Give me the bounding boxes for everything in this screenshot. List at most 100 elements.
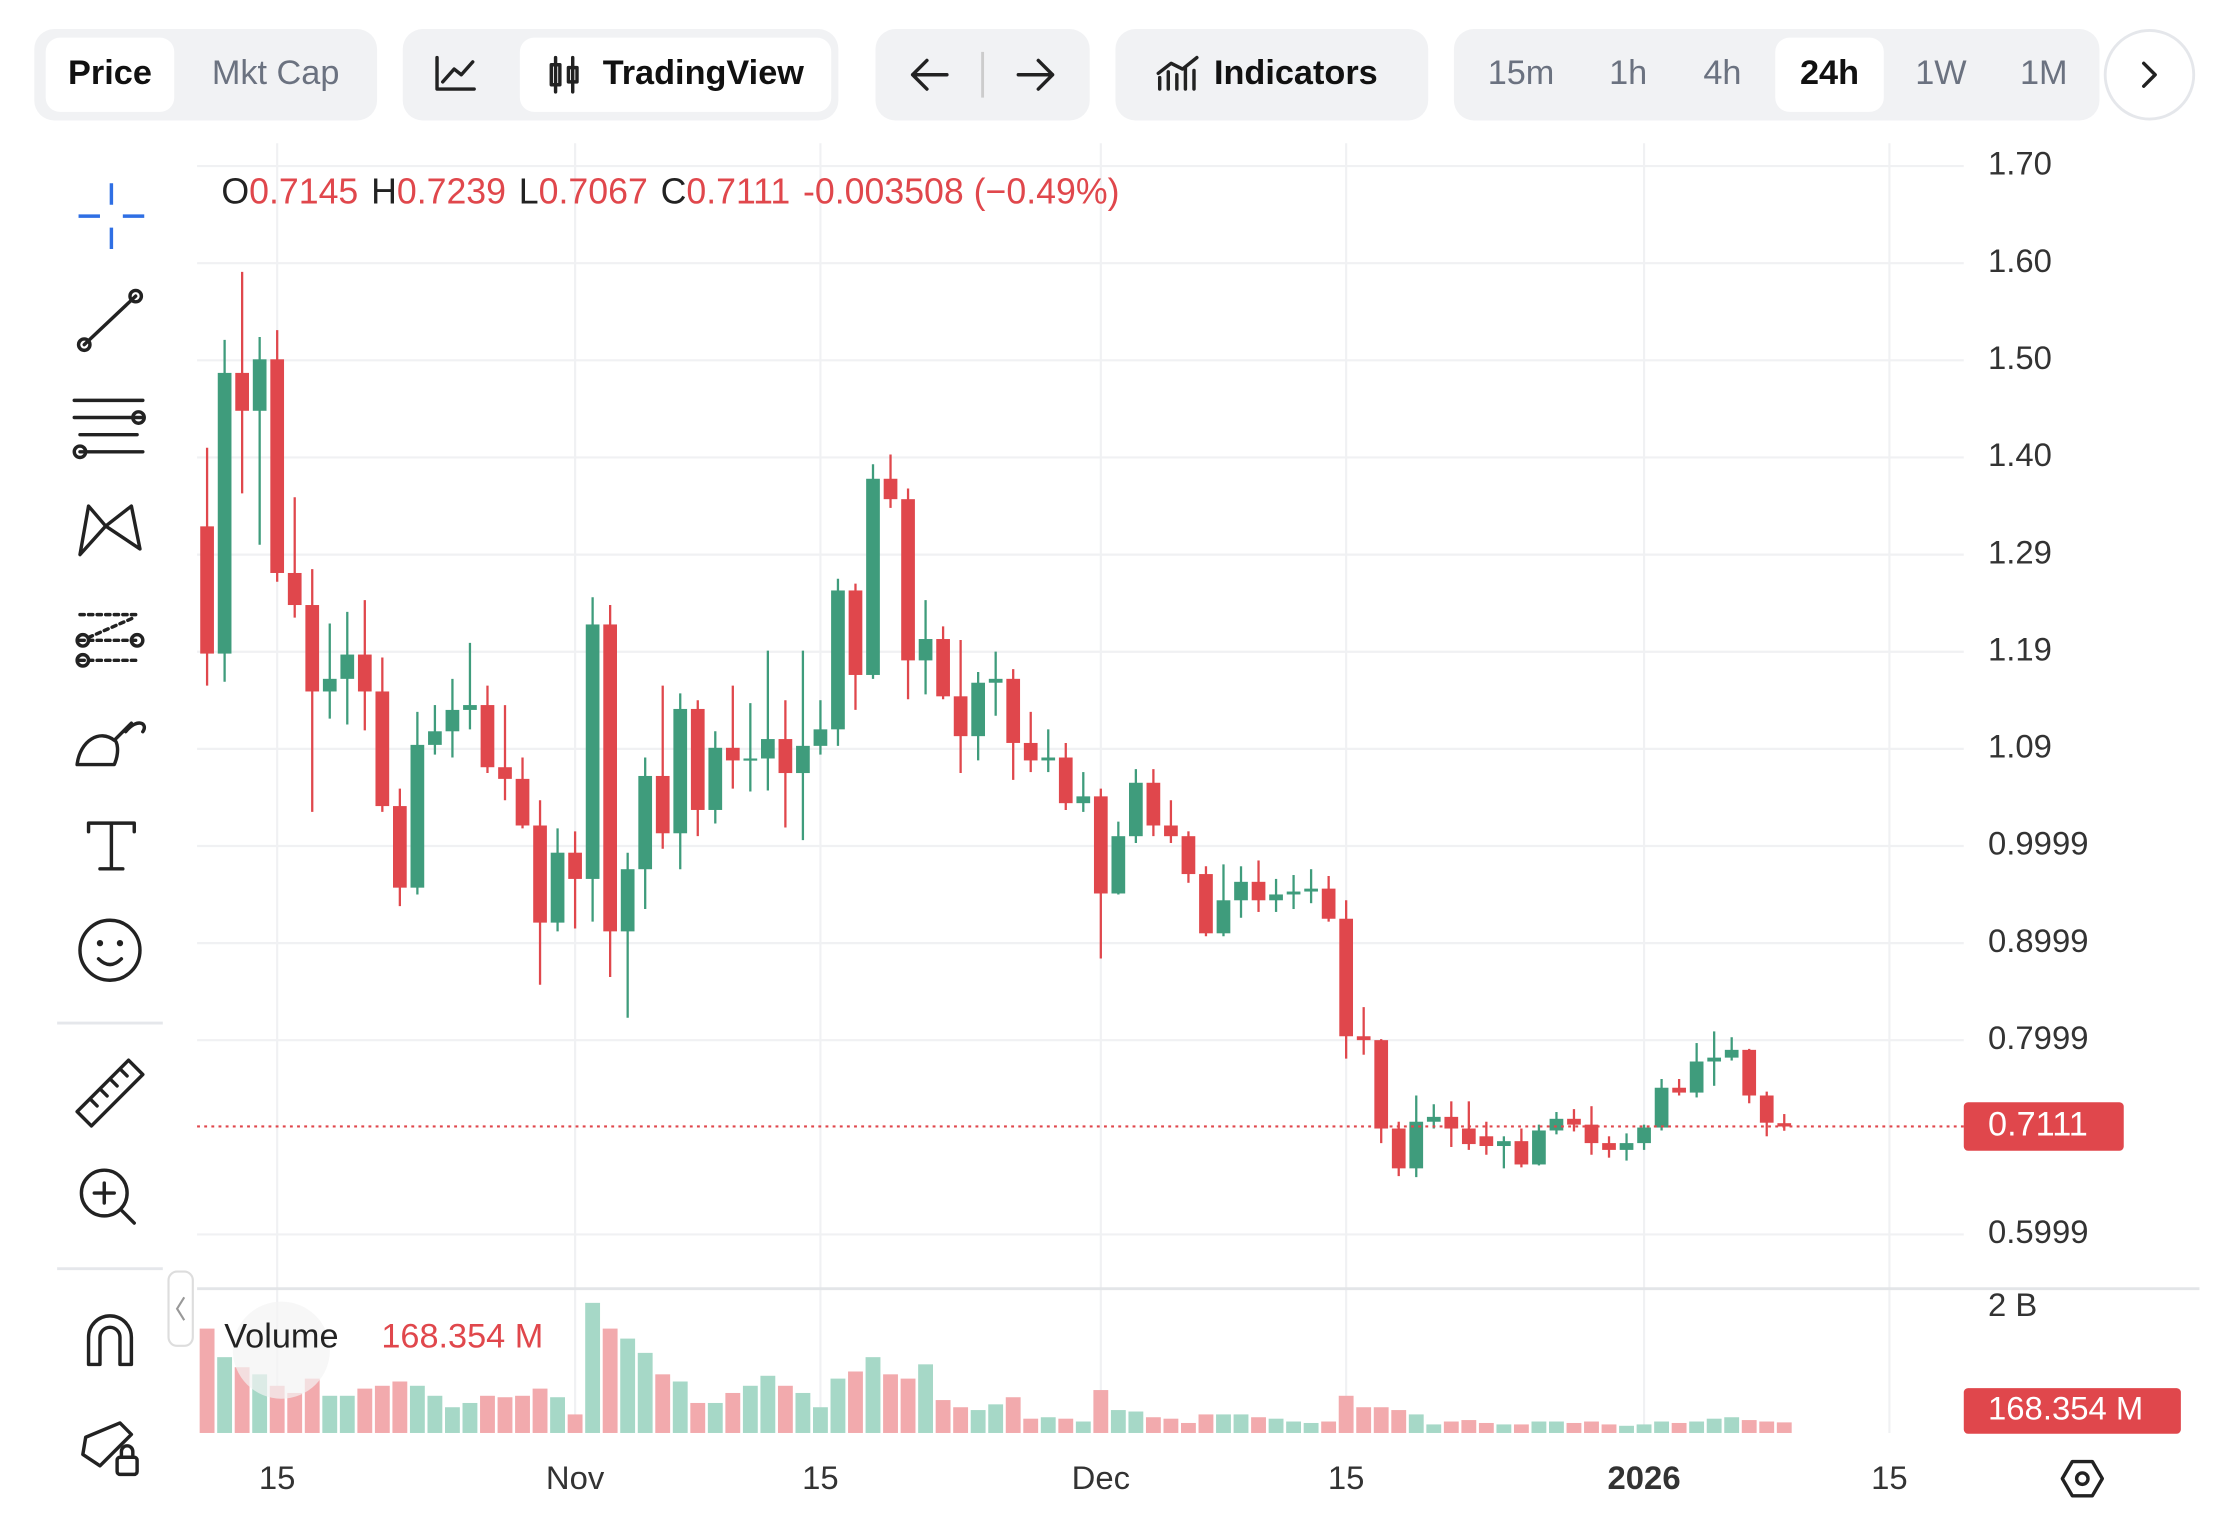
timeframe[interactable]: 24h xyxy=(1800,54,1859,92)
ohlc-value: 0.7239 xyxy=(397,172,506,212)
volume-bar xyxy=(1251,1417,1266,1433)
toolbar: Price Mkt Cap TradingView Indicators 15m… xyxy=(34,29,2196,121)
candle-body xyxy=(217,372,232,654)
y-tick-label: 1.40 xyxy=(1988,436,2052,473)
candle-body xyxy=(1707,1057,1722,1062)
volume-bar xyxy=(953,1407,969,1433)
timeframe[interactable]: 1h xyxy=(1609,54,1647,92)
emoji-tool[interactable] xyxy=(78,918,142,982)
chevron xyxy=(175,1296,186,1321)
volume-bar xyxy=(742,1385,758,1433)
candle-body xyxy=(1093,796,1108,894)
candle-body xyxy=(1041,757,1056,761)
volume-bar xyxy=(672,1381,688,1433)
volume-bar xyxy=(690,1402,706,1433)
volume-bar xyxy=(1040,1417,1056,1433)
indicators-button[interactable]: Indicators xyxy=(1214,54,1378,92)
volume-bar xyxy=(655,1374,671,1433)
x-tick-label: Dec xyxy=(1072,1459,1130,1496)
candle-body xyxy=(428,731,442,745)
volume-bar xyxy=(725,1392,741,1433)
volume-bar xyxy=(1566,1422,1582,1433)
lock-tool[interactable] xyxy=(81,1421,134,1468)
candle-body xyxy=(1391,1128,1406,1169)
volume-bar xyxy=(462,1402,478,1433)
volume-bar xyxy=(550,1397,565,1433)
candle-body xyxy=(813,729,828,746)
timeframe[interactable]: 4h xyxy=(1703,54,1741,92)
candle-body xyxy=(883,478,898,500)
volume-bar xyxy=(1093,1390,1109,1433)
ohlc-value: 0.7067 xyxy=(539,172,648,212)
x-tick-label: 15 xyxy=(1328,1459,1365,1496)
price-toggle[interactable]: Price xyxy=(68,54,152,92)
volume-bar xyxy=(409,1385,425,1433)
undo-button[interactable] xyxy=(910,58,949,91)
volume-bar xyxy=(865,1357,881,1433)
candle-body xyxy=(1461,1128,1476,1145)
crosshair-tool[interactable] xyxy=(78,183,145,249)
volume-bar xyxy=(304,1378,320,1433)
candle-body xyxy=(1654,1087,1669,1128)
candle-body xyxy=(357,654,372,692)
ohlc-value: 0.7145 xyxy=(249,172,358,212)
pattern-tool[interactable] xyxy=(78,504,142,557)
candle-body xyxy=(638,775,653,870)
candle-body xyxy=(848,590,863,675)
candle-body xyxy=(1426,1116,1441,1122)
candle-body xyxy=(1497,1141,1511,1147)
candle-body xyxy=(1742,1049,1757,1096)
settings-button[interactable] xyxy=(2060,1459,2105,1498)
x-tick-label: Nov xyxy=(546,1459,605,1496)
redo-button[interactable] xyxy=(1016,58,1055,91)
candle-body xyxy=(1724,1049,1739,1058)
x-tick-label: 15 xyxy=(259,1459,296,1496)
tradingview-toggle[interactable]: TradingView xyxy=(603,54,805,92)
mktcap-toggle[interactable]: Mkt Cap xyxy=(212,54,340,92)
collapse-handle[interactable] xyxy=(167,1270,194,1347)
volume-bar xyxy=(392,1381,408,1433)
ohlc-key: H xyxy=(371,172,397,212)
brush-tool[interactable] xyxy=(75,721,146,767)
trend-line-tool[interactable] xyxy=(82,294,138,347)
candle-body xyxy=(480,705,495,768)
candle-body xyxy=(1637,1127,1651,1144)
text-tool[interactable] xyxy=(86,821,136,871)
candle-body xyxy=(445,709,460,732)
candle-body xyxy=(1269,894,1283,901)
zoom-tool[interactable] xyxy=(79,1168,129,1218)
candle-body xyxy=(498,767,512,779)
last-price-box xyxy=(1963,1102,2124,1151)
candle-body xyxy=(1444,1116,1459,1129)
candle-body xyxy=(1164,825,1178,837)
fib-tool[interactable] xyxy=(72,398,145,454)
candle-body xyxy=(550,852,565,923)
y-tick-label: 0.7999 xyxy=(1988,1019,2088,1056)
ruler-tool[interactable] xyxy=(75,1058,145,1128)
volume-bar xyxy=(970,1410,986,1433)
timeframe[interactable]: 1W xyxy=(1915,54,1967,92)
timeframe[interactable]: 15m xyxy=(1488,54,1555,92)
volume-bar xyxy=(637,1352,653,1433)
candle-body xyxy=(235,372,249,411)
y-tick-label: 1.70 xyxy=(1988,145,2052,182)
candle-body xyxy=(778,739,793,774)
candle-body xyxy=(200,526,214,654)
scroll-right[interactable] xyxy=(2103,29,2196,121)
volume-bar xyxy=(445,1407,460,1433)
volume-bar xyxy=(1286,1421,1302,1433)
line-chart-icon[interactable] xyxy=(435,55,476,91)
volume-bar xyxy=(1321,1421,1337,1433)
magnet-tool[interactable] xyxy=(86,1314,134,1367)
volume-bar xyxy=(830,1378,846,1433)
candle-body xyxy=(410,744,425,888)
timeframe[interactable]: 1M xyxy=(2020,54,2068,92)
volume-bar xyxy=(1496,1424,1512,1433)
volume-bar xyxy=(357,1388,373,1433)
y-tick-label: 1.09 xyxy=(1988,728,2052,765)
forecast-tool[interactable] xyxy=(78,612,142,663)
toggle-active xyxy=(45,37,175,112)
volume-bar xyxy=(1023,1418,1039,1433)
volume-bar xyxy=(1478,1422,1494,1433)
